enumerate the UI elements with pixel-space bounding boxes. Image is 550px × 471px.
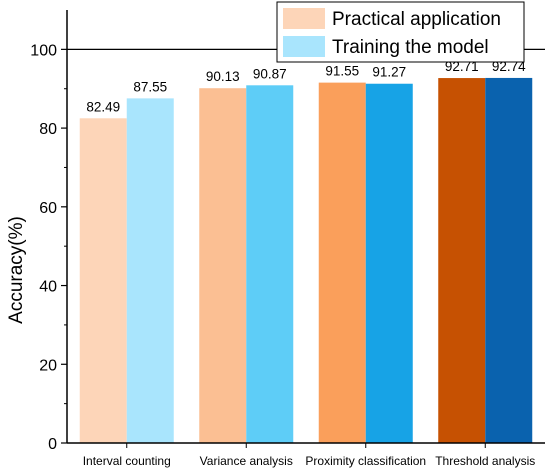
bar-training-4 xyxy=(485,77,533,443)
bar-training-1 xyxy=(126,98,174,443)
plot-layer: 82.49 87.55 Interval counting 90.13 90.87 Var… xyxy=(30,10,545,468)
data-label: 91.27 xyxy=(372,65,406,80)
data-label: 92.74 xyxy=(492,59,526,74)
x-tick-label: Variance analysis xyxy=(200,454,293,468)
data-label: 92.71 xyxy=(445,59,479,74)
data-label: 90.87 xyxy=(253,66,287,81)
data-label: 90.13 xyxy=(206,69,240,84)
x-tick-label: Interval counting xyxy=(83,454,171,468)
y-tick-label: 20 xyxy=(39,357,57,374)
legend-swatch xyxy=(283,8,325,29)
bar-practical-4 xyxy=(438,78,486,444)
data-label: 91.55 xyxy=(325,64,359,79)
y-tick-label: 100 xyxy=(30,42,57,59)
bar-practical-2 xyxy=(199,88,247,443)
y-tick-label: 0 xyxy=(48,436,57,453)
legend-label: Training the model xyxy=(332,37,489,58)
data-label: 87.55 xyxy=(133,79,167,94)
legend-label: Practical application xyxy=(332,9,501,30)
data-label: 82.49 xyxy=(86,99,120,114)
bar-training-3 xyxy=(365,83,413,443)
y-axis-label: Accuracy(%) xyxy=(6,216,27,324)
y-tick-label: 80 xyxy=(39,121,57,138)
bar-practical-3 xyxy=(318,82,366,443)
y-tick-label: 40 xyxy=(39,279,57,296)
y-tick-label: 60 xyxy=(39,200,57,217)
bar-training-2 xyxy=(246,85,294,443)
legend-swatch xyxy=(283,36,325,57)
x-tick-label: Proximity classification xyxy=(305,454,426,468)
bar-practical-1 xyxy=(79,118,127,443)
legend: Practical application Training the model xyxy=(276,1,525,63)
x-tick-label: Threshold analysis xyxy=(435,454,535,468)
